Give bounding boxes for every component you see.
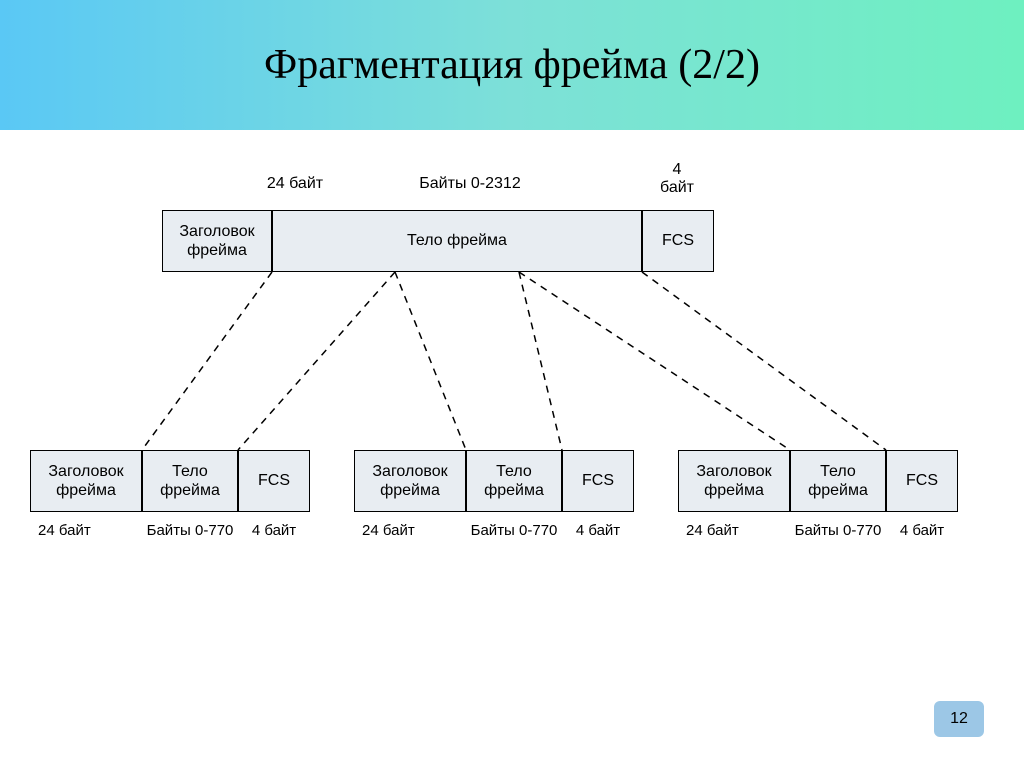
bottom-label-body: Байты 0-770 <box>458 522 570 539</box>
title-bar: Фрагментация фрейма (2/2) <box>0 0 1024 130</box>
bottom-body-cell: Тело фрейма <box>790 450 886 512</box>
diagram: 24 байт Байты 0-2312 4 байт Заголовок фр… <box>30 155 994 635</box>
bottom-body-cell: Тело фрейма <box>466 450 562 512</box>
top-label-header: 24 байт <box>255 175 335 193</box>
bottom-label-body: Байты 0-770 <box>782 522 894 539</box>
top-fcs-cell: FCS <box>642 210 714 272</box>
bottom-fcs-cell: FCS <box>238 450 310 512</box>
page-number-badge: 12 <box>934 701 984 737</box>
top-label-body: Байты 0-2312 <box>400 175 540 193</box>
page-title: Фрагментация фрейма (2/2) <box>264 41 760 89</box>
bottom-label-header: 24 байт <box>354 522 466 539</box>
bottom-header-cell: Заголовок фрейма <box>30 450 142 512</box>
page-number: 12 <box>950 710 968 728</box>
bottom-body-cell: Тело фрейма <box>142 450 238 512</box>
bottom-label-fcs: 4 байт <box>238 522 310 539</box>
bottom-label-header: 24 байт <box>30 522 142 539</box>
top-label-fcs: 4 байт <box>647 161 707 197</box>
bottom-label-fcs: 4 байт <box>886 522 958 539</box>
bottom-label-body: Байты 0-770 <box>134 522 246 539</box>
top-header-cell: Заголовок фрейма <box>162 210 272 272</box>
top-body-cell: Тело фрейма <box>272 210 642 272</box>
bottom-fcs-cell: FCS <box>562 450 634 512</box>
bottom-header-cell: Заголовок фрейма <box>678 450 790 512</box>
bottom-fcs-cell: FCS <box>886 450 958 512</box>
bottom-label-fcs: 4 байт <box>562 522 634 539</box>
bottom-header-cell: Заголовок фрейма <box>354 450 466 512</box>
bottom-label-header: 24 байт <box>678 522 790 539</box>
